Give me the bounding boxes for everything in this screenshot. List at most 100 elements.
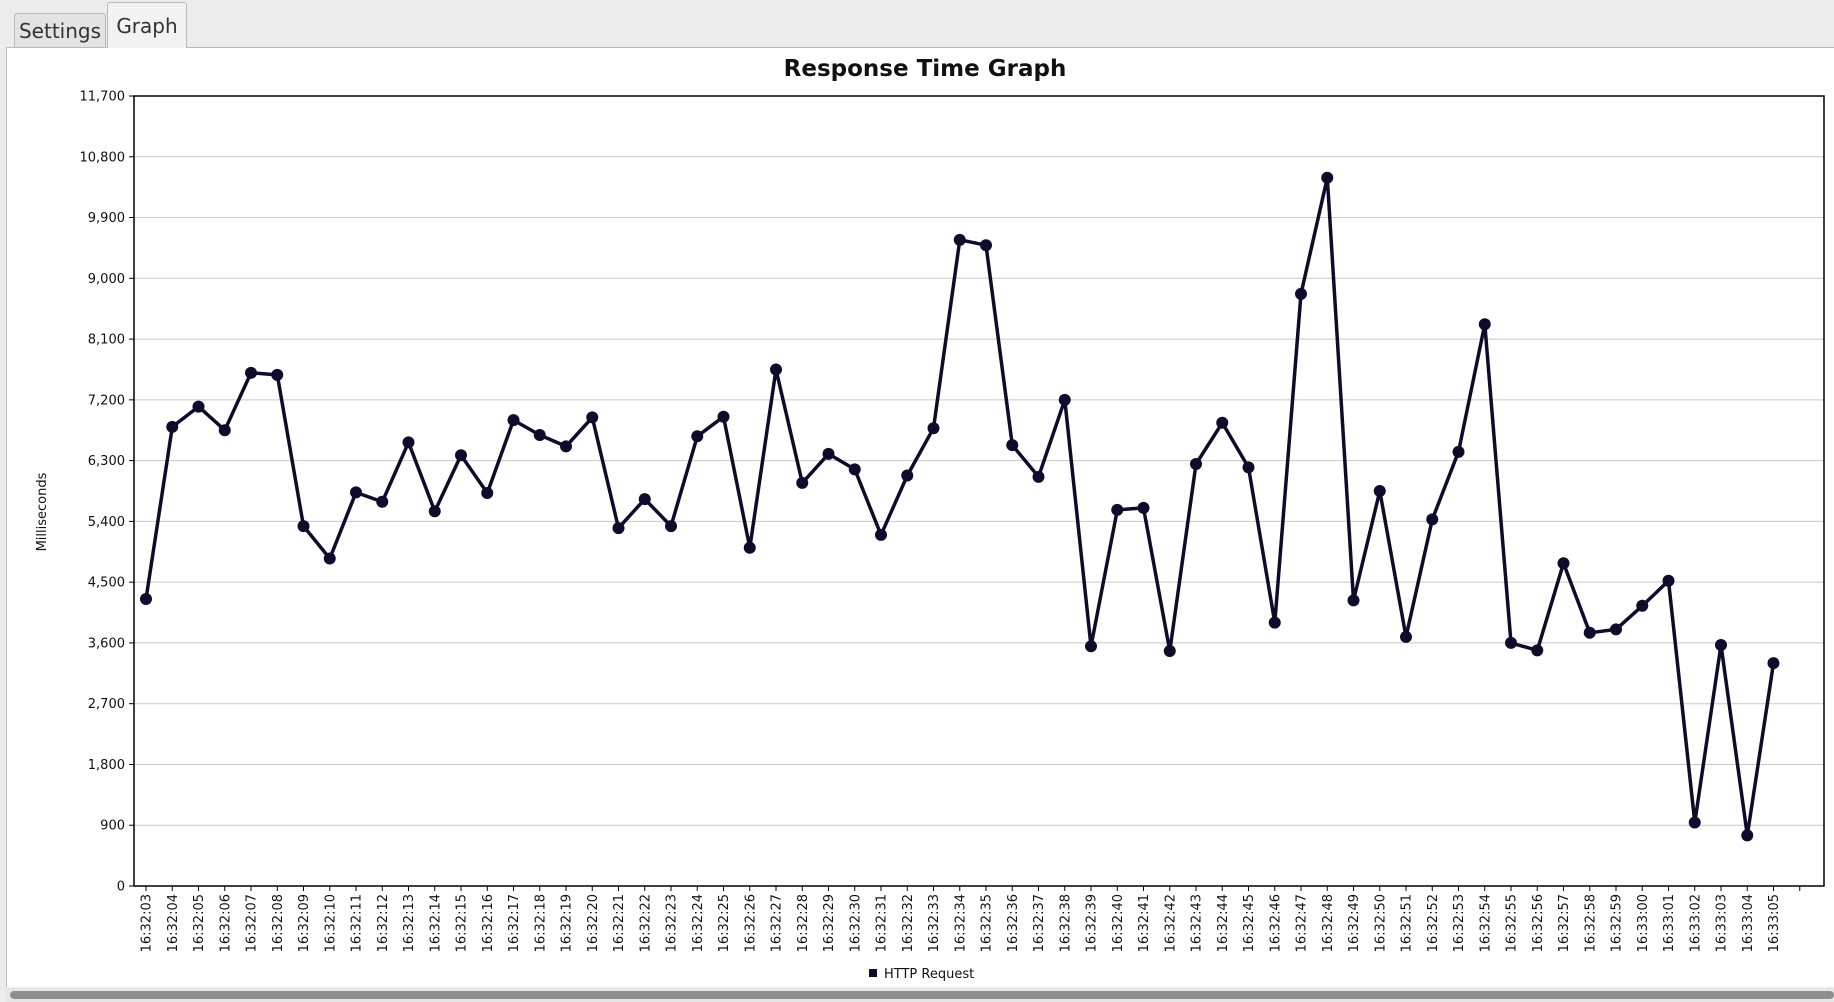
x-tick-label: 16:32:55 (1505, 894, 1520, 952)
x-tick-label: 16:32:13 (402, 894, 417, 952)
x-axis-ticks: 16:32:03 16:32:04 16:32:05 16:32:06 16:32:07… (140, 886, 1801, 952)
x-tick-label: 16:32:34 (953, 894, 968, 952)
x-tick-label: 16:32:41 (1137, 894, 1152, 952)
x-tick-label: 16:32:51 (1400, 894, 1415, 952)
x-tick-label: 16:32:18 (533, 894, 548, 952)
x-tick-label: 16:32:25 (717, 894, 732, 952)
data-point (271, 368, 284, 381)
legend-swatch (869, 969, 877, 977)
data-point (901, 469, 914, 482)
x-tick-label: 16:32:35 (980, 894, 995, 952)
x-tick-label: 16:32:06 (218, 894, 233, 952)
x-tick-label: 16:32:33 (927, 894, 942, 952)
x-tick-label: 16:32:15 (455, 894, 470, 952)
y-tick-label: 900 (100, 819, 125, 834)
y-tick-label: 4,500 (88, 576, 125, 591)
chart-title: Response Time Graph (784, 56, 1067, 82)
data-point (1321, 171, 1334, 184)
x-tick-label: 16:32:07 (245, 894, 260, 952)
data-point (1741, 829, 1754, 842)
series-line (144, 175, 1776, 838)
y-tick-label: 9,900 (88, 211, 125, 226)
y-tick-label: 1,800 (88, 758, 125, 773)
data-point (1295, 287, 1307, 300)
x-tick-label: 16:32:28 (796, 894, 811, 952)
x-tick-label: 16:32:20 (586, 894, 601, 952)
x-tick-label: 16:32:45 (1242, 894, 1257, 952)
x-tick-label: 16:32:16 (481, 894, 496, 952)
data-point (1531, 644, 1544, 657)
x-tick-label: 16:33:05 (1767, 894, 1782, 952)
x-tick-label: 16:33:04 (1741, 894, 1756, 952)
y-tick-label: 7,200 (88, 393, 125, 408)
tab-graph[interactable]: Graph (107, 2, 187, 48)
x-tick-label: 16:32:46 (1268, 894, 1283, 952)
x-tick-label: 16:32:04 (166, 894, 181, 952)
tab-bar: Settings Graph (0, 0, 1834, 48)
x-tick-label: 16:32:23 (665, 894, 680, 952)
x-tick-label: 16:33:03 (1715, 894, 1730, 952)
y-axis-ticks: 0 900 1,800 2,700 3,600 4,500 5,400 6,300 7,200 8… (80, 90, 134, 895)
x-tick-label: 16:32:44 (1216, 894, 1231, 952)
data-point (481, 487, 494, 500)
y-axis-label: Milliseconds (35, 472, 50, 551)
x-tick-label: 16:33:00 (1636, 894, 1651, 952)
data-point (743, 541, 756, 554)
horizontal-scrollbar[interactable] (6, 988, 1834, 1002)
data-point (1268, 616, 1281, 629)
data-point (1111, 503, 1124, 516)
x-tick-label: 16:32:10 (323, 894, 338, 952)
x-tick-label: 16:32:05 (192, 894, 207, 952)
y-tick-label: 2,700 (88, 697, 125, 712)
x-tick-label: 16:32:30 (848, 894, 863, 952)
scrollbar-thumb[interactable] (10, 991, 1834, 999)
x-tick-label: 16:32:36 (1006, 894, 1021, 952)
data-point (140, 593, 152, 606)
data-point (1662, 574, 1675, 587)
data-point (192, 400, 205, 413)
series-http-request (140, 171, 1780, 842)
x-tick-label: 16:32:12 (376, 894, 391, 952)
data-point (1426, 513, 1439, 526)
plot-area (133, 95, 1825, 887)
x-tick-label: 16:32:59 (1610, 894, 1625, 952)
x-tick-label: 16:32:29 (822, 894, 837, 952)
x-tick-label: 16:32:38 (1058, 894, 1073, 952)
data-point (638, 493, 651, 506)
data-point (507, 414, 520, 427)
y-tick-label: 10,800 (80, 150, 126, 165)
x-tick-label: 16:32:57 (1557, 894, 1572, 952)
data-point (1032, 470, 1045, 483)
data-point (1163, 645, 1176, 658)
x-tick-label: 16:32:11 (350, 894, 365, 952)
data-point (218, 424, 231, 437)
data-point (1085, 640, 1097, 653)
x-tick-label: 16:32:48 (1321, 894, 1336, 952)
tab-settings[interactable]: Settings (14, 13, 106, 47)
x-tick-label: 16:32:09 (297, 894, 312, 952)
x-tick-label: 16:32:50 (1373, 894, 1388, 952)
data-point (1505, 636, 1517, 649)
y-tick-label: 9,000 (88, 272, 125, 287)
data-point (875, 528, 887, 541)
data-point (1400, 630, 1412, 643)
y-tick-label: 6,300 (88, 454, 125, 469)
x-tick-label: 16:32:54 (1478, 894, 1493, 952)
data-point (691, 430, 704, 443)
y-tick-label: 11,700 (80, 90, 126, 105)
data-point (402, 436, 415, 449)
data-point (1557, 557, 1570, 570)
x-tick-label: 16:32:53 (1452, 894, 1467, 952)
x-tick-label: 16:32:19 (560, 894, 575, 952)
x-tick-label: 16:33:02 (1688, 894, 1703, 952)
data-point (822, 447, 835, 460)
data-point (717, 410, 730, 423)
x-tick-label: 16:32:14 (428, 894, 443, 952)
data-point (665, 520, 677, 533)
data-point (455, 449, 467, 462)
data-point (1058, 393, 1071, 406)
x-tick-label: 16:32:43 (1190, 894, 1205, 952)
data-point (166, 420, 179, 433)
data-point (770, 363, 782, 376)
